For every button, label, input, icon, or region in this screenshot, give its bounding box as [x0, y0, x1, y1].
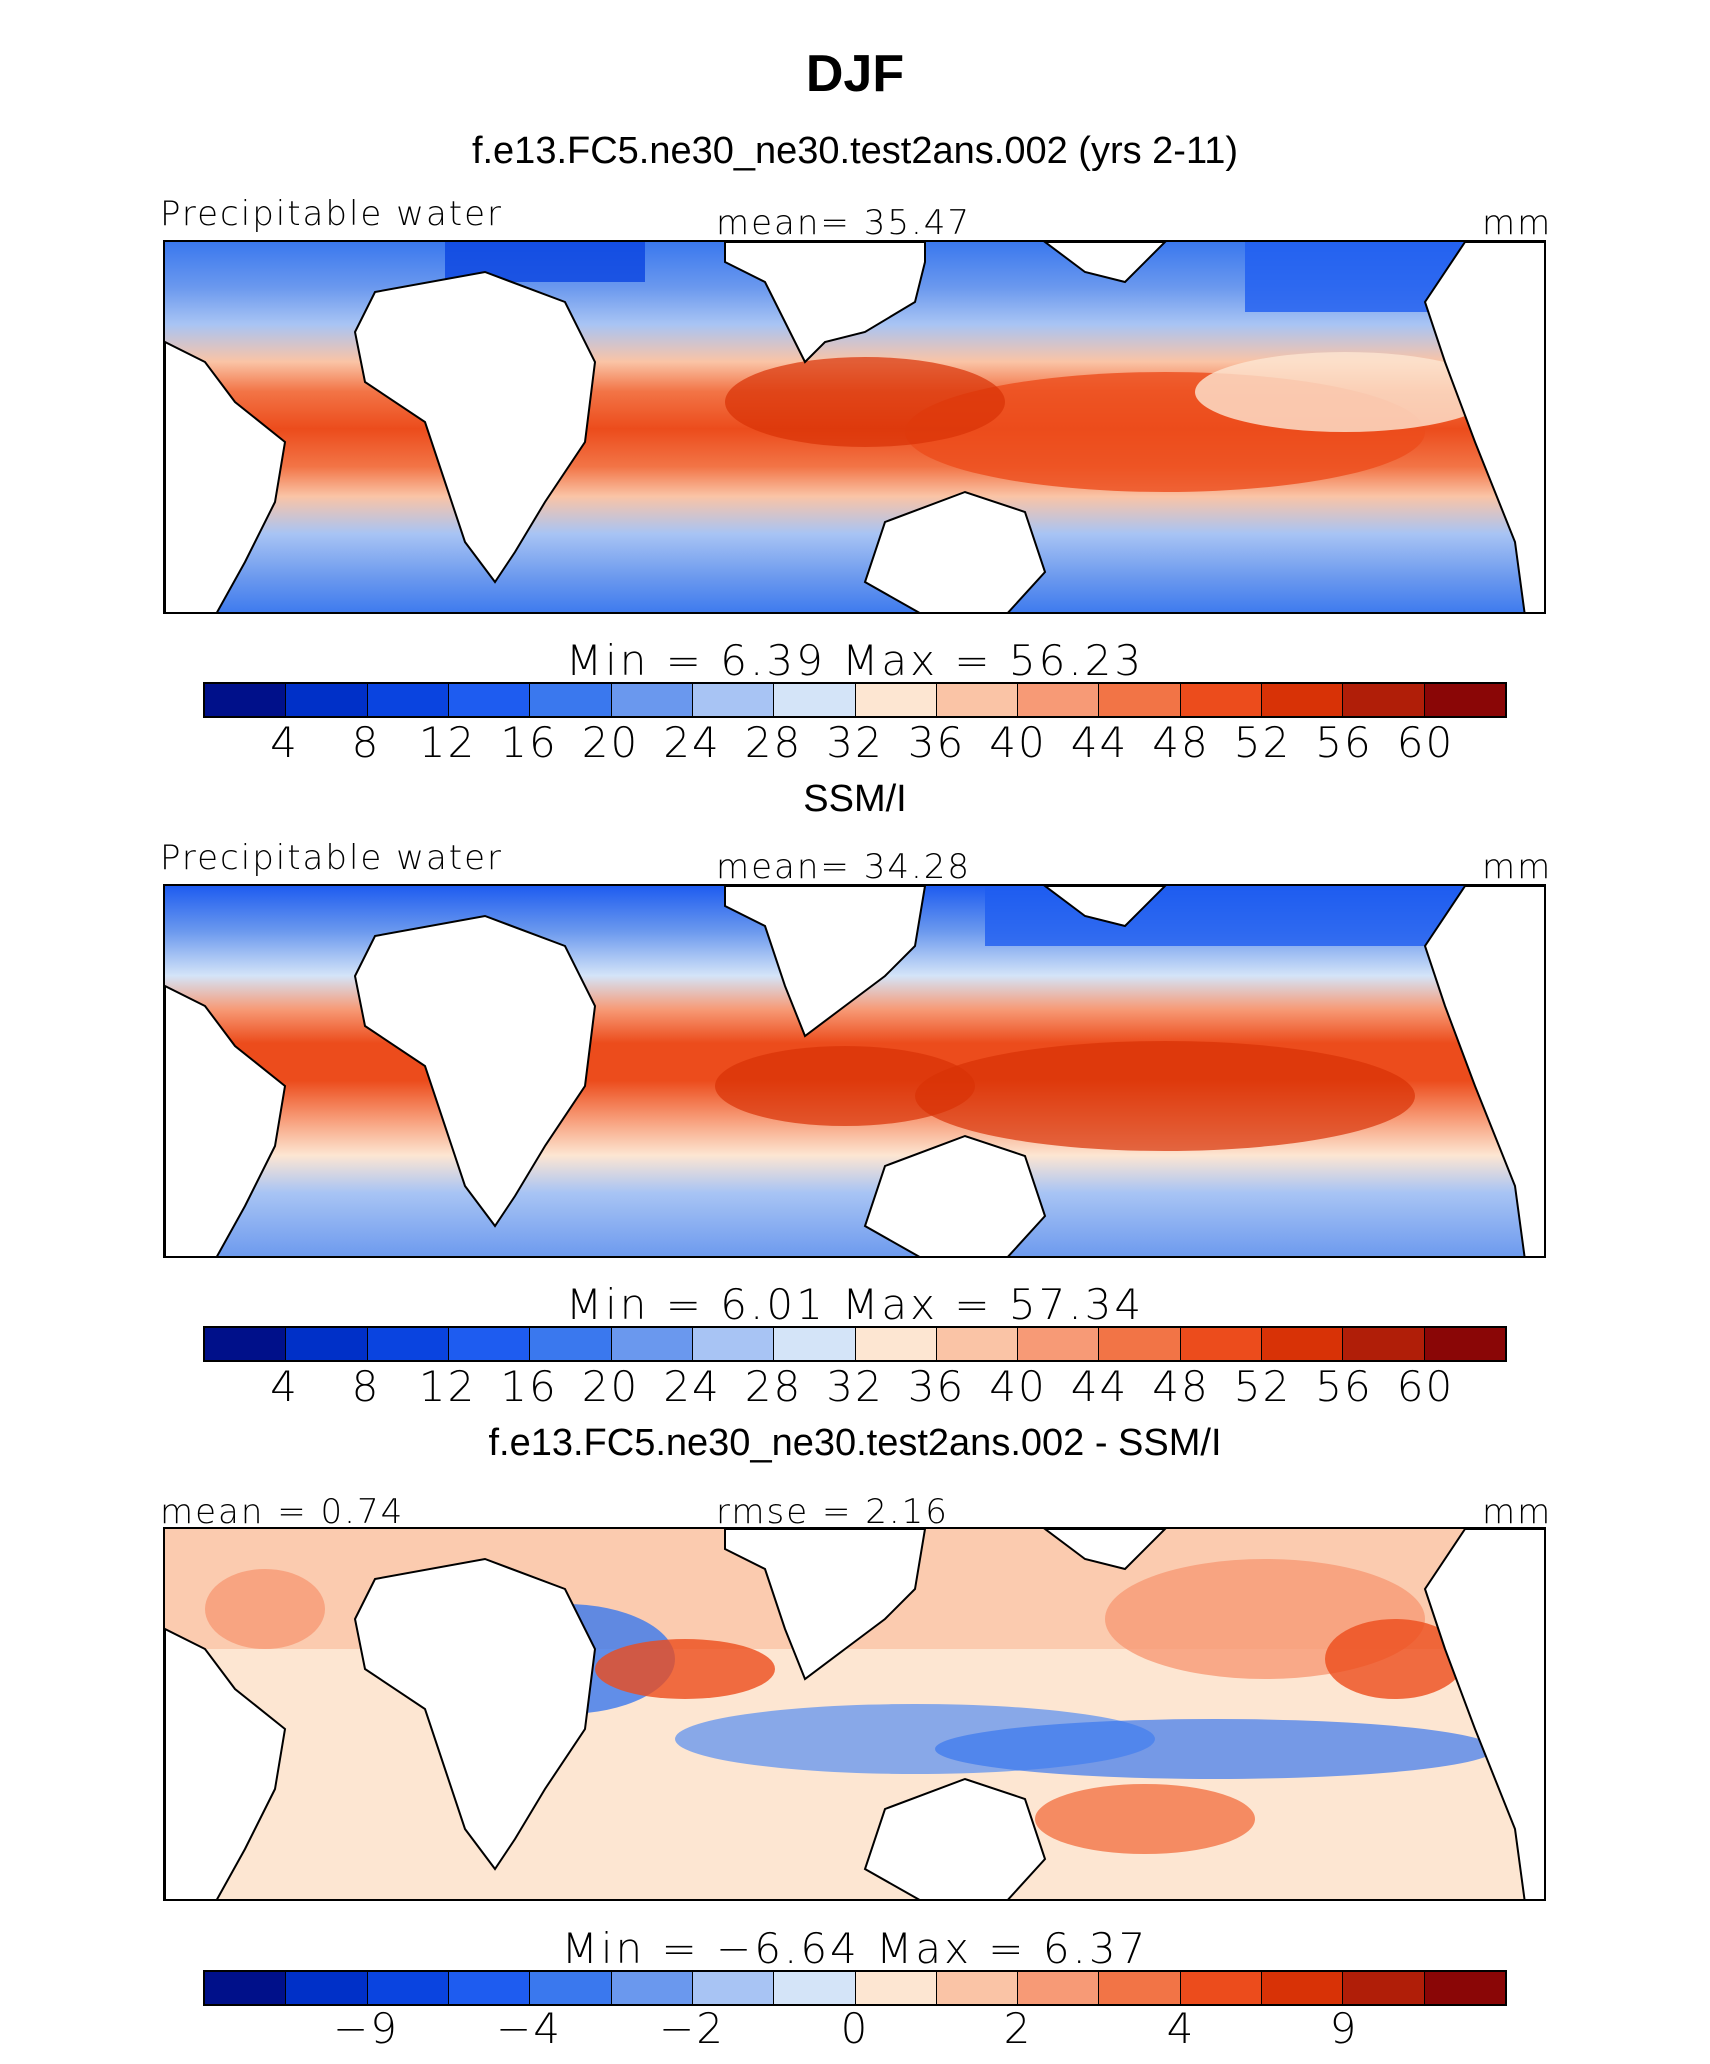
- tick-label: 32: [826, 718, 884, 767]
- tick-label: 9: [1329, 2004, 1359, 2053]
- panel3-minmax: Min = −6.64 Max = 6.37: [561, 1924, 1149, 1973]
- panel3-map: [163, 1527, 1546, 1901]
- panel3-rmse-label: rmse = 2.16: [716, 1492, 949, 1532]
- panel1-units-label: mm: [1482, 203, 1553, 243]
- panel2-variable-label: Precipitable water: [160, 838, 504, 878]
- tick-label: 44: [1070, 718, 1129, 767]
- panel2-mean-label: mean= 34.28: [716, 847, 972, 887]
- tick-label: 8: [351, 1362, 381, 1411]
- tick-label: 20: [581, 718, 640, 767]
- panel1-minmax: Min = 6.39 Max = 56.23: [565, 636, 1145, 685]
- panel3-units-label: mm: [1482, 1492, 1553, 1532]
- tick-label: 4: [270, 718, 299, 767]
- tick-label: 60: [1396, 718, 1455, 767]
- tick-label: 28: [744, 718, 803, 767]
- panel3-title: f.e13.FC5.ne30_ne30.test2ans.002 - SSM/I: [488, 1422, 1222, 1464]
- tick-label: 0: [840, 2004, 870, 2053]
- tick-label: 12: [418, 718, 477, 767]
- tick-label: 4: [1166, 2004, 1196, 2053]
- panel2-colorbar: [203, 1326, 1507, 1362]
- tick-label: 48: [1152, 1362, 1210, 1411]
- panel1-colorbar: [203, 682, 1507, 718]
- tick-label: 60: [1396, 1362, 1455, 1411]
- tick-label: 36: [907, 1362, 966, 1411]
- tick-label: 16: [500, 718, 558, 767]
- tick-label: 20: [581, 1362, 640, 1411]
- tick-label: 2: [1003, 2004, 1033, 2053]
- tick-label: 16: [500, 1362, 558, 1411]
- tick-label: −4: [496, 2004, 562, 2053]
- tick-label: 28: [744, 1362, 803, 1411]
- panel3-colorbar: [203, 1970, 1507, 2006]
- panel2-colorbar-ticks: 4 8 12 16 20 24 28 32 36 40 44 48 52 56 …: [203, 1362, 1507, 1412]
- tick-label: 40: [989, 718, 1047, 767]
- panel2-units-label: mm: [1482, 847, 1553, 887]
- tick-label: 40: [989, 1362, 1047, 1411]
- tick-label: 56: [1315, 1362, 1373, 1411]
- tick-label: 56: [1315, 718, 1373, 767]
- tick-label: 24: [663, 718, 721, 767]
- panel3-mean-label: mean = 0.74: [160, 1492, 405, 1532]
- panel2-map: [163, 884, 1546, 1258]
- tick-label: 52: [1233, 1362, 1292, 1411]
- tick-label: −9: [333, 2004, 399, 2053]
- tick-label: 52: [1233, 718, 1292, 767]
- tick-label: 12: [418, 1362, 477, 1411]
- panel1-mean-label: mean= 35.47: [716, 203, 972, 243]
- panel3-colorbar-ticks: −9 −4 −2 0 2 4 9: [203, 2004, 1507, 2054]
- panel1-title: f.e13.FC5.ne30_ne30.test2ans.002 (yrs 2-…: [471, 130, 1239, 172]
- tick-label: 32: [826, 1362, 884, 1411]
- panel1-variable-label: Precipitable water: [160, 194, 504, 234]
- tick-label: 48: [1152, 718, 1210, 767]
- tick-label: 4: [270, 1362, 299, 1411]
- panel1-colorbar-ticks: 4 8 12 16 20 24 28 32 36 40 44 48 52 56 …: [203, 718, 1507, 768]
- tick-label: 24: [663, 1362, 721, 1411]
- panel2-title: SSM/I: [803, 778, 907, 820]
- tick-label: −2: [659, 2004, 725, 2053]
- tick-label: 8: [351, 718, 381, 767]
- figure-title: DJF: [805, 45, 905, 103]
- tick-label: 44: [1070, 1362, 1129, 1411]
- panel2-minmax: Min = 6.01 Max = 57.34: [565, 1280, 1145, 1329]
- panel1-map: [163, 240, 1546, 614]
- tick-label: 36: [907, 718, 966, 767]
